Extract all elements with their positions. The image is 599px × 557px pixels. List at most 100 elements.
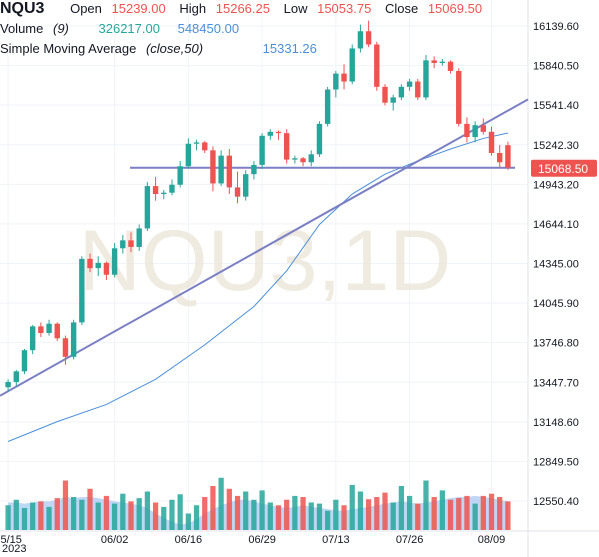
candle-body <box>243 174 249 197</box>
candle <box>29 325 36 355</box>
candle <box>447 60 454 74</box>
x-tick-label: 06/02 <box>101 534 129 546</box>
candle-body <box>21 350 28 372</box>
year-label: 2023 <box>2 543 27 555</box>
symbol-name[interactable]: NQU3 <box>0 0 45 17</box>
candle <box>54 322 60 341</box>
y-tick-label: 15541.40 <box>533 100 579 112</box>
candle-body <box>300 158 306 163</box>
x-tick-label: 05/15 <box>0 534 22 546</box>
candle <box>5 379 11 392</box>
candle-body <box>464 123 470 138</box>
candle-body <box>406 81 413 87</box>
volume-bar <box>292 495 298 530</box>
candle-body <box>275 131 282 134</box>
volume-bar <box>210 486 216 530</box>
candle <box>308 150 314 167</box>
volume-bar <box>333 499 339 530</box>
volume-bar <box>267 502 273 530</box>
candle <box>390 94 396 111</box>
candle <box>62 335 69 365</box>
volume-bar <box>62 480 69 530</box>
volume-bar <box>325 510 331 530</box>
volume-bar <box>243 491 249 530</box>
candle <box>374 41 380 91</box>
volume-bar <box>316 503 323 530</box>
volume-bar <box>202 497 208 530</box>
candle-body <box>259 135 265 165</box>
candle <box>431 56 437 69</box>
candle-body <box>144 186 151 229</box>
legend-ohlc: NQU3 Open 15239.00 High 15266.25 Low 150… <box>0 0 492 18</box>
volume-bar <box>341 505 347 530</box>
candle <box>103 261 110 281</box>
x-tick-label: 07/13 <box>322 534 350 546</box>
candle <box>267 129 273 140</box>
volume-bar <box>447 499 454 530</box>
volume-bar <box>120 493 126 530</box>
y-tick-label: 13148.60 <box>533 417 579 429</box>
candle <box>415 78 421 101</box>
candle <box>283 129 290 164</box>
candle <box>185 138 192 169</box>
candle-body <box>161 192 167 195</box>
close-value: 15069.50 <box>427 1 483 16</box>
volume-label: Volume <box>0 21 44 36</box>
candle-body <box>390 97 396 103</box>
candle <box>169 179 175 196</box>
candle-body <box>505 145 511 168</box>
y-tick-label: 13447.70 <box>533 377 579 389</box>
candle-body <box>120 240 126 249</box>
candle <box>423 55 429 101</box>
volume-bar <box>21 508 28 530</box>
legend-volume[interactable]: Volume (9) 326217.00 548450.00 <box>0 21 249 36</box>
candle <box>218 150 224 187</box>
last-price-tag-background <box>531 159 597 177</box>
legend-sma[interactable]: Simple Moving Average (close,50) 15331.2… <box>0 41 327 56</box>
volume-bar <box>349 484 355 530</box>
volume-bar <box>374 497 380 530</box>
candle <box>488 126 495 156</box>
volume-bar <box>79 499 85 530</box>
candle <box>70 319 77 360</box>
volume-bar <box>284 499 290 530</box>
volume-bar <box>464 495 470 530</box>
candle-body <box>46 323 52 333</box>
candle <box>243 170 249 201</box>
candle <box>177 160 183 188</box>
candle <box>341 64 347 90</box>
candle <box>152 176 159 201</box>
candle-body <box>128 240 134 247</box>
candle-body <box>111 248 118 275</box>
volume-bar <box>415 503 421 530</box>
candle <box>497 145 503 168</box>
volume-bar <box>300 497 306 530</box>
y-tick-label: 15242.30 <box>533 140 579 152</box>
volume-bar <box>152 502 159 530</box>
volume-bar <box>193 505 200 530</box>
volume-bar <box>505 501 511 530</box>
volume-bar <box>406 495 413 530</box>
candle-body <box>234 187 241 197</box>
price-axis[interactable]: 16139.60 15840.50 15541.40 15242.30 14943.20… <box>533 21 579 508</box>
volume-bar <box>30 502 36 530</box>
candle-body <box>308 154 314 163</box>
volume-param: (9) <box>53 21 69 36</box>
trendline[interactable] <box>0 98 529 397</box>
volume-bar <box>275 505 282 530</box>
time-axis[interactable]: 05/15 06/02 06/16 06/29 07/13 07/26 08/09 <box>0 534 505 546</box>
candle <box>13 370 19 386</box>
candle <box>46 319 52 336</box>
candle-body <box>70 322 77 357</box>
sma-label: Simple Moving Average <box>0 41 137 56</box>
candle <box>464 117 470 143</box>
candle <box>38 322 44 337</box>
candle-body <box>136 228 142 247</box>
candle-body <box>79 258 85 323</box>
candle-body <box>456 70 462 124</box>
volume-bar <box>259 490 265 530</box>
candle-body <box>210 150 216 184</box>
high-label: High <box>179 1 207 16</box>
y-tick-label: 14045.90 <box>533 298 579 310</box>
